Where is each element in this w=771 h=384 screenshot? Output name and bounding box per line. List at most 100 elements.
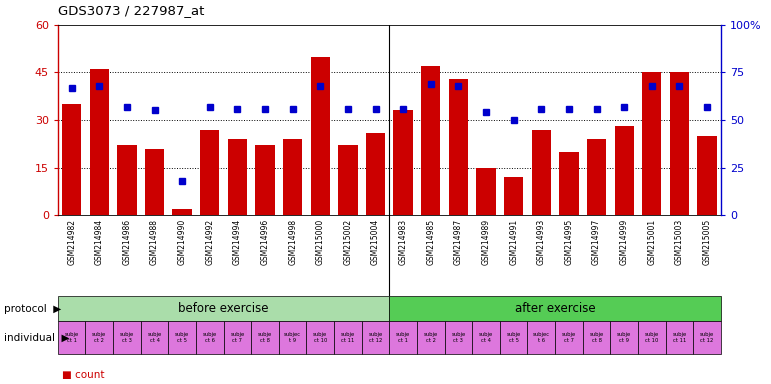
Text: subje
ct 12: subje ct 12 [700, 332, 714, 343]
Bar [140, 321, 168, 354]
Bar [614, 126, 634, 215]
Text: GSM215001: GSM215001 [648, 219, 656, 265]
Text: subje
ct 5: subje ct 5 [175, 332, 189, 343]
Bar [168, 321, 196, 354]
Text: GSM214995: GSM214995 [564, 219, 574, 265]
Text: GSM215005: GSM215005 [702, 219, 712, 265]
Text: GSM214992: GSM214992 [205, 219, 214, 265]
Text: subje
ct 4: subje ct 4 [479, 332, 493, 343]
Bar [500, 321, 527, 354]
Bar [476, 167, 496, 215]
Text: subje
ct 3: subje ct 3 [451, 332, 466, 343]
Text: GSM214983: GSM214983 [399, 219, 408, 265]
Text: protocol  ▶: protocol ▶ [4, 303, 61, 314]
Bar [389, 321, 417, 354]
Bar [334, 321, 362, 354]
Text: subje
ct 1: subje ct 1 [65, 332, 79, 343]
Bar [362, 321, 389, 354]
Bar [173, 209, 192, 215]
Bar [113, 321, 140, 354]
Text: GSM214999: GSM214999 [620, 219, 628, 265]
Text: subje
ct 2: subje ct 2 [93, 332, 106, 343]
Bar [306, 321, 334, 354]
Bar [611, 321, 638, 354]
Text: GSM214998: GSM214998 [288, 219, 297, 265]
Bar [532, 129, 551, 215]
Bar [366, 132, 386, 215]
Bar [698, 136, 717, 215]
Text: subje
ct 4: subje ct 4 [147, 332, 162, 343]
Text: GSM214985: GSM214985 [426, 219, 436, 265]
Text: before exercise: before exercise [178, 302, 269, 315]
Bar [642, 73, 662, 215]
Text: after exercise: after exercise [515, 302, 595, 315]
Text: subje
ct 7: subje ct 7 [231, 332, 244, 343]
Text: subje
ct 11: subje ct 11 [672, 332, 686, 343]
Text: subje
ct 10: subje ct 10 [645, 332, 659, 343]
Text: GSM214994: GSM214994 [233, 219, 242, 265]
Text: GSM214982: GSM214982 [67, 219, 76, 265]
Bar [283, 139, 302, 215]
Bar [62, 104, 81, 215]
Bar [145, 149, 164, 215]
Bar [279, 321, 306, 354]
Text: GSM215002: GSM215002 [343, 219, 352, 265]
Text: GSM214984: GSM214984 [95, 219, 104, 265]
Text: GSM215000: GSM215000 [316, 219, 325, 265]
Bar [117, 146, 136, 215]
Bar [670, 73, 689, 215]
Text: GSM214993: GSM214993 [537, 219, 546, 265]
Bar [58, 321, 86, 354]
Bar [665, 321, 693, 354]
Bar [583, 321, 611, 354]
Bar [311, 56, 330, 215]
Text: GSM214988: GSM214988 [150, 219, 159, 265]
Text: GSM214989: GSM214989 [482, 219, 490, 265]
Bar [559, 152, 578, 215]
Text: GSM215003: GSM215003 [675, 219, 684, 265]
Text: GSM214986: GSM214986 [123, 219, 131, 265]
Text: subje
ct 3: subje ct 3 [120, 332, 134, 343]
Text: subje
ct 10: subje ct 10 [313, 332, 328, 343]
Bar [693, 321, 721, 354]
Bar [338, 146, 358, 215]
Bar [251, 321, 279, 354]
Text: ■ count: ■ count [62, 370, 104, 380]
Text: subje
ct 8: subje ct 8 [590, 332, 604, 343]
Bar [449, 79, 468, 215]
Text: subje
ct 6: subje ct 6 [203, 332, 217, 343]
Bar [638, 321, 665, 354]
Bar [196, 321, 224, 354]
Text: subjec
t 9: subjec t 9 [284, 332, 301, 343]
Text: subje
ct 12: subje ct 12 [369, 332, 382, 343]
Bar [417, 321, 445, 354]
Bar [555, 321, 583, 354]
Text: GSM214997: GSM214997 [592, 219, 601, 265]
Text: GSM215004: GSM215004 [371, 219, 380, 265]
Text: GSM214991: GSM214991 [509, 219, 518, 265]
Bar [200, 129, 220, 215]
Bar [393, 111, 412, 215]
Text: subje
ct 11: subje ct 11 [341, 332, 355, 343]
Bar [527, 321, 555, 354]
Bar [389, 296, 721, 321]
Bar [255, 146, 274, 215]
Text: subje
ct 2: subje ct 2 [424, 332, 438, 343]
Bar [421, 66, 440, 215]
Bar [86, 321, 113, 354]
Text: GDS3073 / 227987_at: GDS3073 / 227987_at [58, 4, 204, 17]
Bar [472, 321, 500, 354]
Text: GSM214987: GSM214987 [454, 219, 463, 265]
Bar [587, 139, 606, 215]
Bar [504, 177, 524, 215]
Bar [227, 139, 247, 215]
Text: subje
ct 5: subje ct 5 [507, 332, 520, 343]
Bar [445, 321, 472, 354]
Text: subje
ct 9: subje ct 9 [617, 332, 631, 343]
Text: individual  ▶: individual ▶ [4, 333, 69, 343]
Bar [89, 70, 109, 215]
Text: subjec
t 6: subjec t 6 [533, 332, 550, 343]
Text: GSM214990: GSM214990 [177, 219, 187, 265]
Bar [224, 321, 251, 354]
Text: GSM214996: GSM214996 [261, 219, 270, 265]
